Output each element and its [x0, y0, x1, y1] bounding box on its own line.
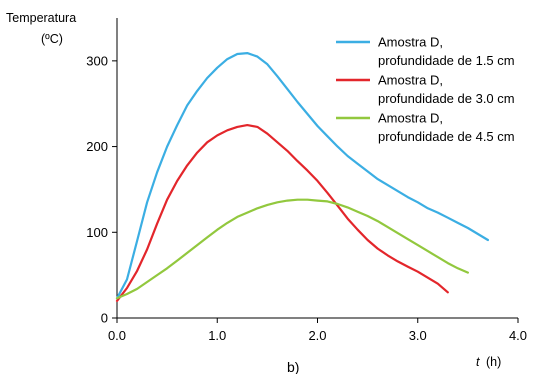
- y-axis-title-line2: (ºC): [41, 32, 63, 46]
- y-tick-label: 300: [86, 53, 108, 68]
- series-line-1: [117, 53, 488, 298]
- series-line-3: [117, 200, 468, 299]
- x-axis-unit: (h): [486, 355, 501, 369]
- legend-label-1-line2: profundidade de 1.5 cm: [378, 53, 515, 68]
- x-tick-label: 3.0: [409, 328, 427, 343]
- x-tick-label: 2.0: [308, 328, 326, 343]
- panel-label: b): [287, 359, 299, 374]
- y-axis-title-line1: Temperatura: [6, 11, 76, 25]
- legend-label-3-line1: Amostra D,: [378, 111, 443, 126]
- x-tick-label: 0.0: [108, 328, 126, 343]
- y-tick-label: 0: [101, 311, 108, 326]
- legend-label-2-line1: Amostra D,: [378, 73, 443, 88]
- y-tick-label: 100: [86, 225, 108, 240]
- legend-label-3-line2: profundidade de 4.5 cm: [378, 129, 515, 144]
- x-tick-label: 4.0: [509, 328, 527, 343]
- x-tick-label: 1.0: [208, 328, 226, 343]
- legend-label-2-line2: profundidade de 3.0 cm: [378, 91, 515, 106]
- x-axis-variable: t: [476, 355, 480, 369]
- series-line-2: [117, 125, 448, 301]
- y-tick-label: 200: [86, 139, 108, 154]
- legend: Amostra D, profundidade de 1.5 cm Amostra …: [336, 35, 515, 145]
- x-axis-title: t (h): [476, 355, 501, 369]
- legend-label-1-line1: Amostra D,: [378, 35, 443, 50]
